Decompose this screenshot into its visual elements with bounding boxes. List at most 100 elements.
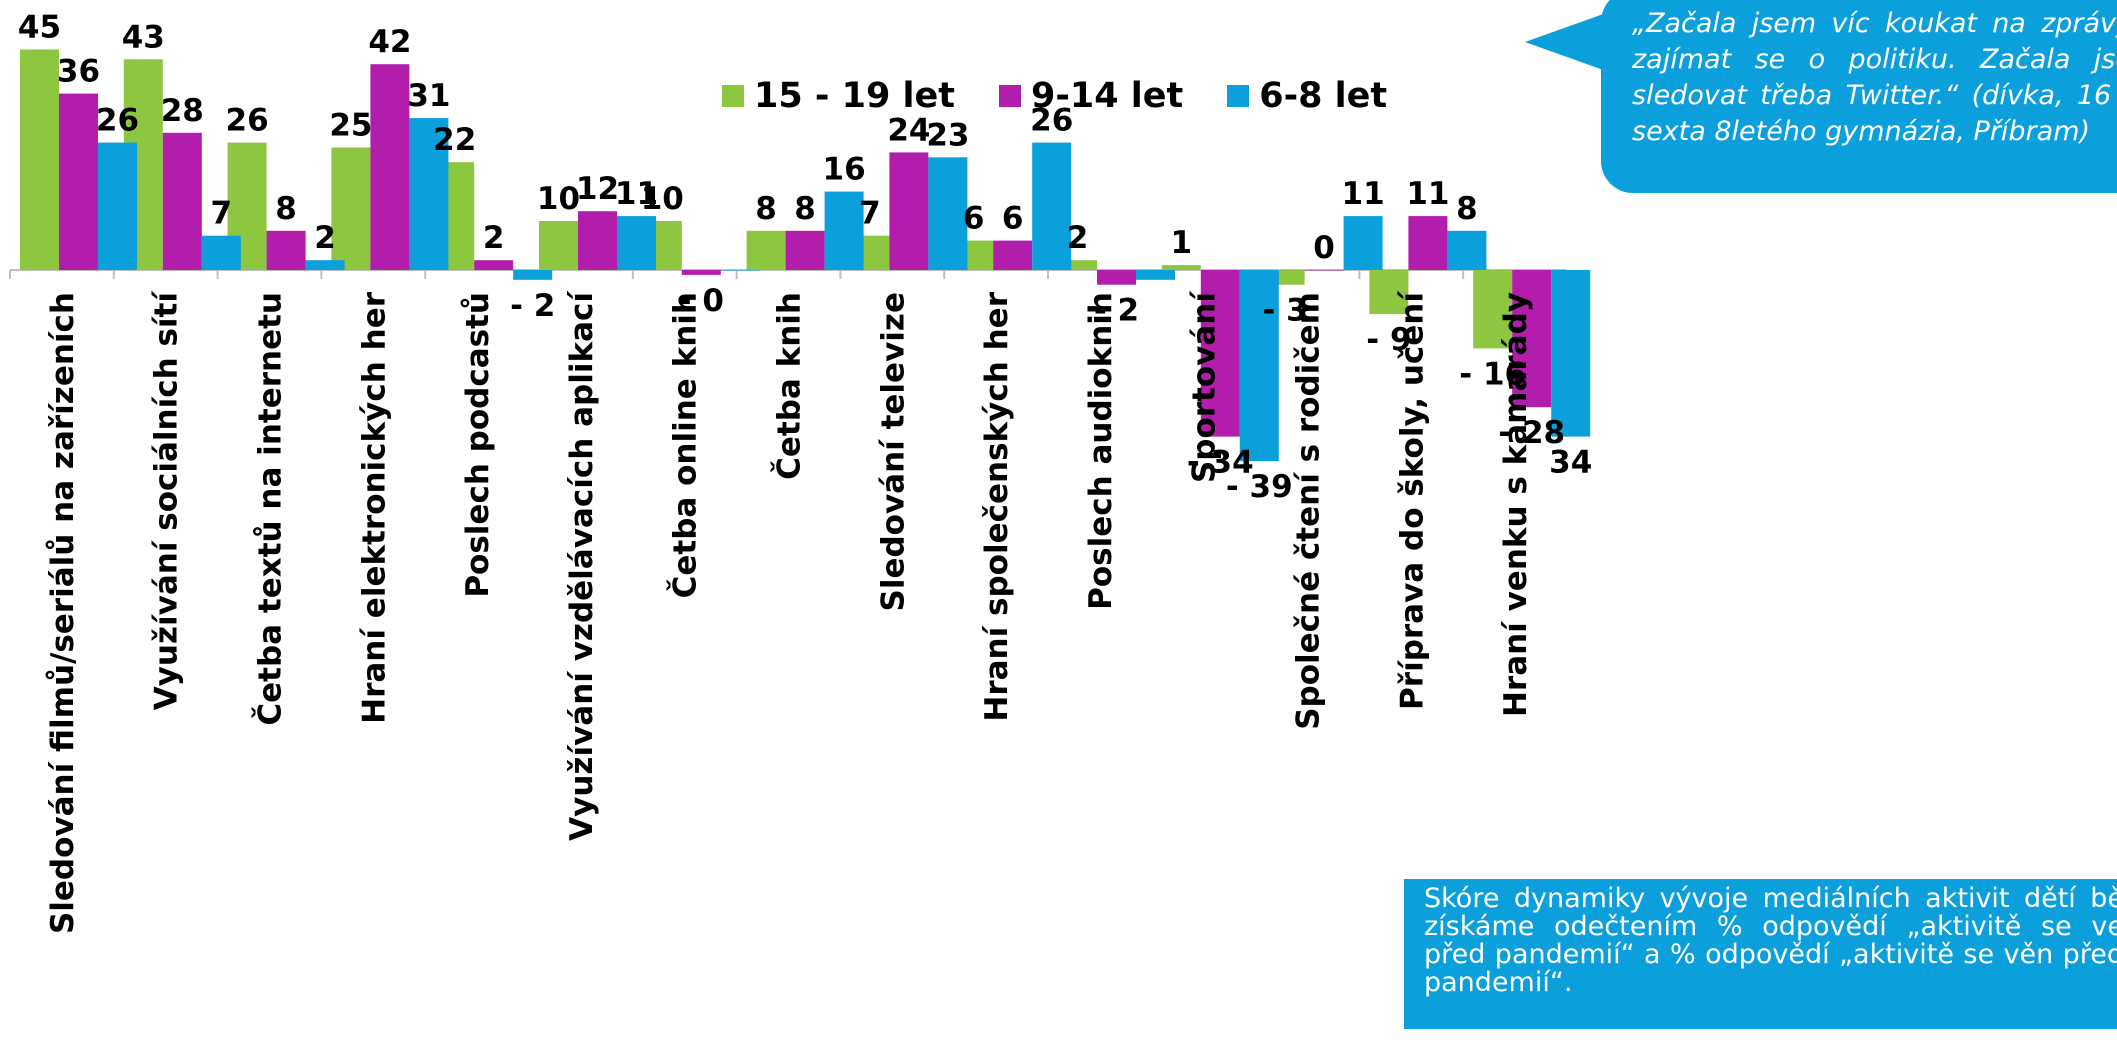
data-label: - 2	[1094, 293, 1139, 329]
data-label: 45	[18, 10, 61, 46]
bar	[370, 64, 410, 270]
bar	[928, 157, 968, 270]
data-label: 2	[1067, 220, 1089, 256]
category-label: Společné čtení s rodičem	[1291, 292, 1327, 730]
data-label: 8	[755, 191, 777, 227]
bar	[98, 142, 137, 270]
data-label: 2	[483, 220, 505, 256]
data-label: 24	[887, 112, 930, 148]
data-label: 8	[275, 191, 297, 227]
legend-label-9-14: 9-14 let	[1030, 76, 1184, 116]
data-label: 23	[926, 117, 969, 153]
bar	[409, 118, 449, 270]
bar	[578, 211, 617, 270]
quote-text: „Začala jsem víc koukat na zprávy zajíma…	[1632, 8, 2117, 147]
bar	[474, 260, 514, 270]
legend-swatch-6-8	[1227, 85, 1250, 107]
data-label: 26	[226, 103, 269, 139]
category-label: Poslech audioknih	[1083, 292, 1119, 610]
data-label: 10	[641, 181, 684, 217]
quote-callout	[1601, 0, 2117, 193]
bar	[266, 230, 306, 270]
bar	[162, 132, 202, 270]
data-label: 2	[314, 220, 336, 256]
bar	[1239, 270, 1279, 462]
legend-item-6-8: 6-8 let	[1227, 76, 1387, 116]
category-label: Četba knih	[771, 292, 808, 480]
data-label: - 34	[1187, 445, 1254, 481]
bar	[305, 260, 345, 270]
data-label: 12	[576, 171, 619, 207]
data-label: 6	[963, 201, 985, 237]
category-label: Hraní společenských her	[979, 291, 1015, 721]
bar	[1512, 270, 1552, 408]
bar	[1136, 270, 1175, 280]
bar	[720, 270, 760, 271]
data-label: 7	[211, 196, 233, 232]
category-label: Využívání sociálních sítí	[149, 291, 185, 711]
note-text: Skóre dynamiky vývoje mediálních aktivit…	[1424, 883, 2117, 998]
legend-label-15-19: 15 - 19 let	[754, 76, 955, 116]
bar	[681, 270, 721, 275]
data-label: 43	[122, 19, 165, 55]
bar	[1369, 270, 1409, 315]
data-label: - 9	[1366, 322, 1411, 358]
bar	[1200, 270, 1240, 437]
data-label: - 28	[1498, 415, 1565, 451]
legend-swatch-9-14	[998, 85, 1021, 107]
data-label: 8	[1456, 191, 1478, 227]
data-label: 7	[859, 196, 881, 232]
category-label: Četba textů na internetu	[252, 292, 289, 726]
data-label: 25	[329, 108, 372, 144]
bar	[59, 93, 98, 270]
data-label: - 16	[1459, 356, 1526, 392]
bar	[331, 147, 371, 270]
bar	[993, 240, 1033, 270]
data-label: 31	[407, 78, 450, 114]
bar	[1473, 270, 1513, 349]
data-label: 1	[1171, 225, 1193, 261]
data-label: 22	[433, 122, 476, 158]
bar	[1032, 142, 1072, 270]
data-label: 10	[537, 181, 580, 217]
category-label: Poslech podcastů	[460, 292, 496, 598]
category-label: Sledování televize	[875, 292, 911, 611]
data-label: - 3	[1262, 293, 1307, 329]
legend-item-15-19: 15 - 19 let	[722, 76, 955, 116]
category-label: Hraní venku s kamarády	[1498, 292, 1534, 717]
category-label: Využívání vzdělávacích aplikací	[564, 291, 600, 841]
bar	[20, 49, 59, 270]
data-label: 11	[1342, 176, 1385, 212]
bar	[785, 230, 825, 270]
legend-label-6-8: 6-8 let	[1259, 76, 1388, 116]
data-label: 0	[1313, 230, 1335, 266]
legend-item-9-14: 9-14 let	[998, 76, 1184, 116]
bar	[1161, 265, 1201, 270]
data-label: 8	[794, 191, 816, 227]
bar	[1551, 270, 1591, 437]
bar	[201, 235, 241, 270]
bar	[1304, 270, 1344, 271]
category-label: Sledování filmů/seriálů na zařízeních	[45, 292, 81, 934]
bar	[1343, 216, 1383, 270]
note-box	[1404, 879, 2117, 1029]
bar	[1058, 260, 1097, 270]
category-label: Příprava do školy, učení	[1394, 291, 1430, 710]
data-label: 28	[161, 93, 204, 129]
data-label: 11	[615, 176, 658, 212]
data-label: 11	[1406, 176, 1449, 212]
chart-legend: 15 - 19 let 9-14 let 6-8 let	[722, 76, 1387, 116]
data-label: - 39	[1226, 469, 1293, 505]
data-label: - 0	[679, 283, 724, 319]
bar	[889, 152, 929, 270]
bar	[1097, 270, 1136, 285]
data-label: - 2	[510, 288, 555, 324]
data-label: 6	[1002, 201, 1024, 237]
data-label: 42	[368, 24, 411, 60]
data-label: 26	[1030, 103, 1073, 139]
data-label: 26	[96, 103, 139, 139]
data-label: 16	[823, 152, 866, 188]
bar	[746, 230, 786, 270]
data-label: 34	[1549, 445, 1592, 481]
category-label: Četba online knih	[667, 292, 704, 598]
